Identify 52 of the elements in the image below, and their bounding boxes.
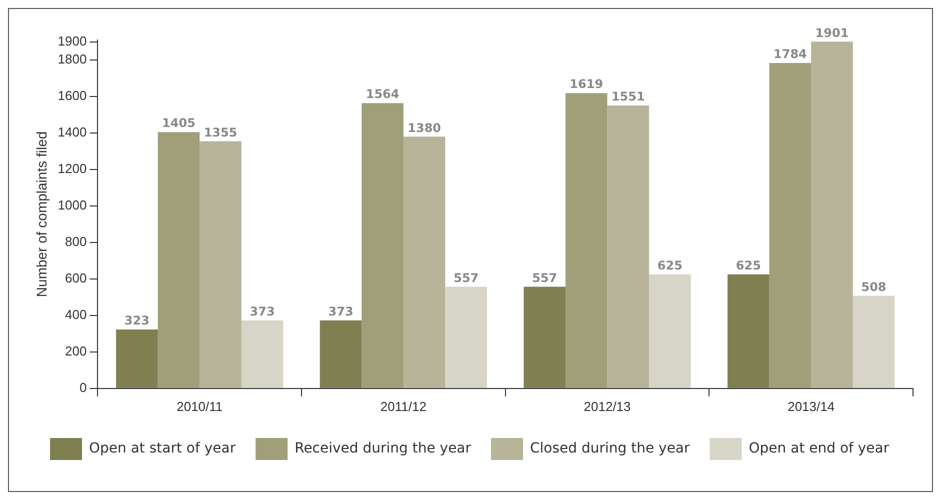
y-tick-label: 400 xyxy=(65,307,87,322)
x-tick-label: 2010/11 xyxy=(176,398,223,414)
bar xyxy=(241,320,284,388)
data-label: 557 xyxy=(454,270,479,285)
bar xyxy=(811,42,853,388)
bar xyxy=(403,136,446,388)
x-tick-label: 2012/13 xyxy=(584,398,631,414)
bar xyxy=(116,329,158,388)
data-label: 323 xyxy=(124,314,150,328)
bar xyxy=(362,103,404,388)
data-label: 1784 xyxy=(773,47,807,62)
y-tick-label: 1900 xyxy=(58,33,87,48)
data-label: 625 xyxy=(736,258,761,273)
y-tick-label: 200 xyxy=(65,343,87,358)
y-tick-label: 800 xyxy=(65,234,87,250)
legend-label: Open at start of year xyxy=(89,440,236,457)
x-tick-label: 2013/14 xyxy=(788,398,835,414)
data-label: 1564 xyxy=(366,87,400,102)
data-label: 373 xyxy=(328,304,354,318)
bar xyxy=(769,62,812,388)
data-label: 557 xyxy=(532,270,558,285)
y-tick-label: 600 xyxy=(65,270,87,286)
bar xyxy=(158,132,200,388)
bar xyxy=(524,286,566,388)
legend-label: Received during the year xyxy=(294,440,472,457)
bar xyxy=(320,320,362,388)
y-tick-label: 1200 xyxy=(58,161,87,176)
bar xyxy=(565,93,608,388)
data-label: 1405 xyxy=(162,116,196,130)
data-label: 1355 xyxy=(204,125,238,140)
y-axis-title: Number of complaints filed xyxy=(33,131,50,298)
x-tick-label: 2011/12 xyxy=(380,398,426,414)
legend-label: Closed during the year xyxy=(530,440,690,457)
data-label: 373 xyxy=(250,304,275,318)
y-tick-label: 1000 xyxy=(58,198,87,213)
data-label: 508 xyxy=(861,280,886,294)
y-tick-label: 1800 xyxy=(58,52,87,67)
legend-label: Open at end of year xyxy=(748,440,890,457)
bar xyxy=(607,105,650,388)
bar xyxy=(200,141,242,388)
bar xyxy=(445,286,488,388)
data-label: 1380 xyxy=(408,120,442,135)
data-label: 1551 xyxy=(611,90,645,104)
bar xyxy=(728,274,770,388)
data-label: 1901 xyxy=(815,26,849,40)
y-tick-label: 0 xyxy=(79,380,87,395)
data-label: 625 xyxy=(657,258,682,273)
y-tick-label: 1600 xyxy=(58,88,87,104)
data-label: 1619 xyxy=(570,77,604,92)
bar xyxy=(649,274,691,388)
bar xyxy=(852,296,895,388)
y-tick-label: 1400 xyxy=(58,124,87,140)
